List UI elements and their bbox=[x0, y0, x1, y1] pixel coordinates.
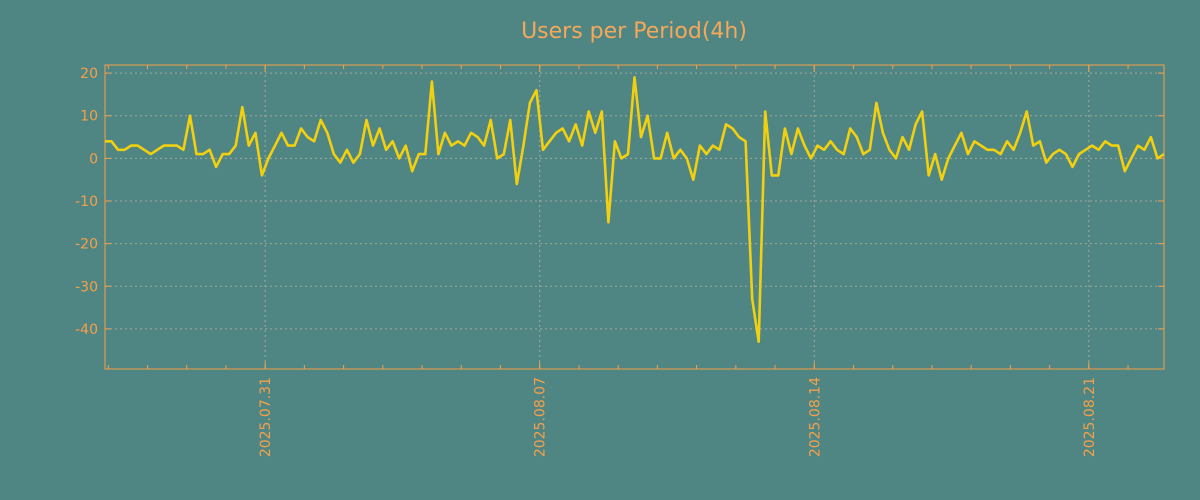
y-tick-label: 10 bbox=[80, 109, 98, 125]
x-tick-label: 2025.07.31 bbox=[258, 377, 274, 457]
series-line-users bbox=[105, 76, 1165, 344]
grid bbox=[105, 65, 1164, 369]
chart-title: Users per Period(4h) bbox=[521, 19, 747, 44]
axes bbox=[104, 64, 1165, 370]
y-tick-label: -10 bbox=[75, 194, 98, 210]
y-tick-label: 20 bbox=[80, 66, 98, 82]
x-tick-label: 2025.08.07 bbox=[533, 377, 549, 457]
y-tick-label: -30 bbox=[75, 279, 98, 295]
y-tick-label: 0 bbox=[89, 151, 98, 167]
plot-frame bbox=[104, 64, 1165, 370]
series-group bbox=[105, 76, 1165, 344]
tick-labels: 20 10 0 -10 -20 -30 -40 2025.07.31 2025.08.07 202… bbox=[75, 66, 1098, 457]
x-tick-label: 2025.08.14 bbox=[807, 377, 823, 457]
y-tick-label: -40 bbox=[75, 322, 98, 338]
x-tick-label: 2025.08.21 bbox=[1082, 377, 1098, 457]
y-tick-label: -20 bbox=[75, 237, 98, 253]
